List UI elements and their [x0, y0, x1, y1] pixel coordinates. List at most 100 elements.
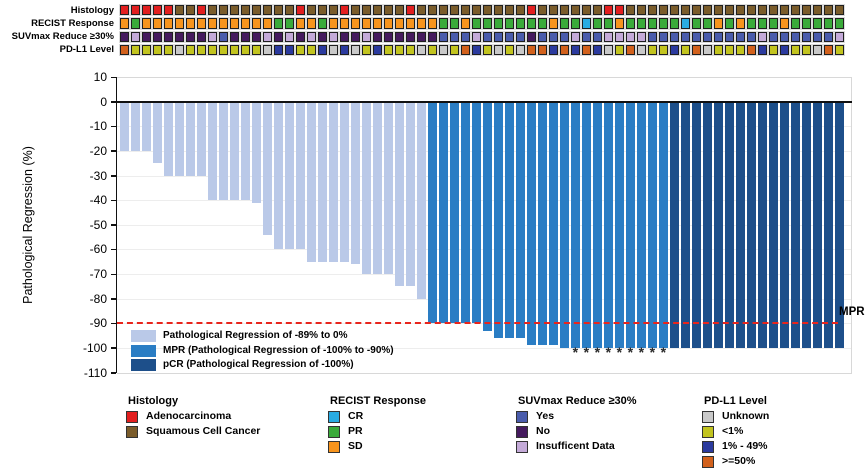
- patient-bar: [581, 102, 591, 348]
- track-cell: [394, 44, 405, 56]
- legend-item-label: 1% - 49%: [722, 440, 768, 452]
- track-cell: [757, 5, 768, 16]
- track-cell: [141, 5, 152, 16]
- track-cell: [240, 44, 251, 56]
- track-cell: [196, 31, 207, 42]
- legend-item-label: <1%: [722, 425, 744, 437]
- track-cell: [801, 44, 812, 56]
- track-cell: [449, 31, 460, 42]
- track-cell: [636, 18, 647, 29]
- patient-bar: [295, 102, 305, 250]
- track-cell: [779, 31, 790, 42]
- track-cell: [339, 31, 350, 42]
- track-cell: [152, 31, 163, 42]
- track-cell: [394, 5, 405, 16]
- y-tick: [110, 76, 116, 79]
- track-cell: [526, 18, 537, 29]
- track-cell: [581, 31, 592, 42]
- patient-bar: [372, 102, 382, 275]
- asterisk: *: [594, 344, 601, 360]
- track-cell: [438, 31, 449, 42]
- y-axis-line: [115, 77, 117, 373]
- track-cell: [702, 44, 713, 56]
- track-cell: [240, 5, 251, 16]
- track-cell: [229, 18, 240, 29]
- track-cell: [295, 31, 306, 42]
- chart-legend-swatch: [131, 359, 156, 371]
- track-cell: [405, 44, 416, 56]
- track-cell: [746, 5, 757, 16]
- asterisk: *: [627, 344, 634, 360]
- chart-legend-label: pCR (Pathological Regression of -100%): [163, 359, 354, 370]
- patient-bar: [680, 102, 690, 348]
- track-cell: [185, 31, 196, 42]
- track-cell: [306, 5, 317, 16]
- patient-bar: [537, 102, 547, 346]
- track-cell: [119, 44, 130, 56]
- track-cell: [427, 44, 438, 56]
- track-cell: [746, 44, 757, 56]
- y-tick: [110, 347, 116, 349]
- track-cell: [515, 5, 526, 16]
- y-tick: [110, 175, 116, 177]
- patient-bar: [152, 102, 162, 164]
- track-cell: [119, 18, 130, 29]
- track-cell: [493, 18, 504, 29]
- patient-bar: [636, 102, 646, 348]
- track-cell: [317, 18, 328, 29]
- legend-swatch: [702, 426, 714, 438]
- track-cell: [394, 31, 405, 42]
- track-cell: [801, 18, 812, 29]
- track-cell: [196, 18, 207, 29]
- track-cell: [614, 44, 625, 56]
- track-cell: [449, 44, 460, 56]
- legend-item-label: Squamous Cell Cancer: [146, 425, 261, 437]
- track-cell: [812, 31, 823, 42]
- legend-swatch: [328, 411, 340, 423]
- track-cell: [460, 5, 471, 16]
- legend-swatch: [328, 426, 340, 438]
- legend-swatch: [126, 411, 138, 423]
- track-cell: [273, 5, 284, 16]
- asterisk: *: [572, 344, 579, 360]
- y-tick-label: -30: [89, 168, 107, 183]
- patient-bar: [724, 102, 734, 348]
- legend-swatch: [516, 411, 528, 423]
- track-cell: [284, 31, 295, 42]
- track-cell: [218, 31, 229, 42]
- track-cell: [537, 44, 548, 56]
- patient-bar: [207, 102, 217, 201]
- track-cell: [482, 31, 493, 42]
- y-tick: [110, 150, 116, 152]
- track-cell: [262, 44, 273, 56]
- track-cell: [713, 18, 724, 29]
- track-cell: [746, 18, 757, 29]
- track-cell: [174, 44, 185, 56]
- patient-bar: [361, 102, 371, 275]
- track-cell: [636, 5, 647, 16]
- asterisk: *: [649, 344, 656, 360]
- track-cell: [295, 18, 306, 29]
- track-cell: [614, 31, 625, 42]
- y-tick: [110, 298, 116, 300]
- track-cell: [724, 5, 735, 16]
- track-cell: [592, 5, 603, 16]
- legend-swatch: [702, 411, 714, 423]
- y-tick-label: -70: [89, 267, 107, 282]
- y-tick: [110, 101, 116, 103]
- track-cell: [427, 18, 438, 29]
- y-tick-label: -60: [89, 242, 107, 257]
- patient-bar: [262, 102, 272, 235]
- track-cell: [207, 44, 218, 56]
- patient-bar: [779, 102, 789, 348]
- track-cell: [229, 5, 240, 16]
- patient-bar: [735, 102, 745, 348]
- track-cell: [207, 31, 218, 42]
- track-cell: [779, 18, 790, 29]
- track-cell: [284, 18, 295, 29]
- asterisk: *: [605, 344, 612, 360]
- y-tick-label: -10: [89, 119, 107, 134]
- track-cell: [812, 18, 823, 29]
- track-cell: [262, 5, 273, 16]
- track-cell: [119, 31, 130, 42]
